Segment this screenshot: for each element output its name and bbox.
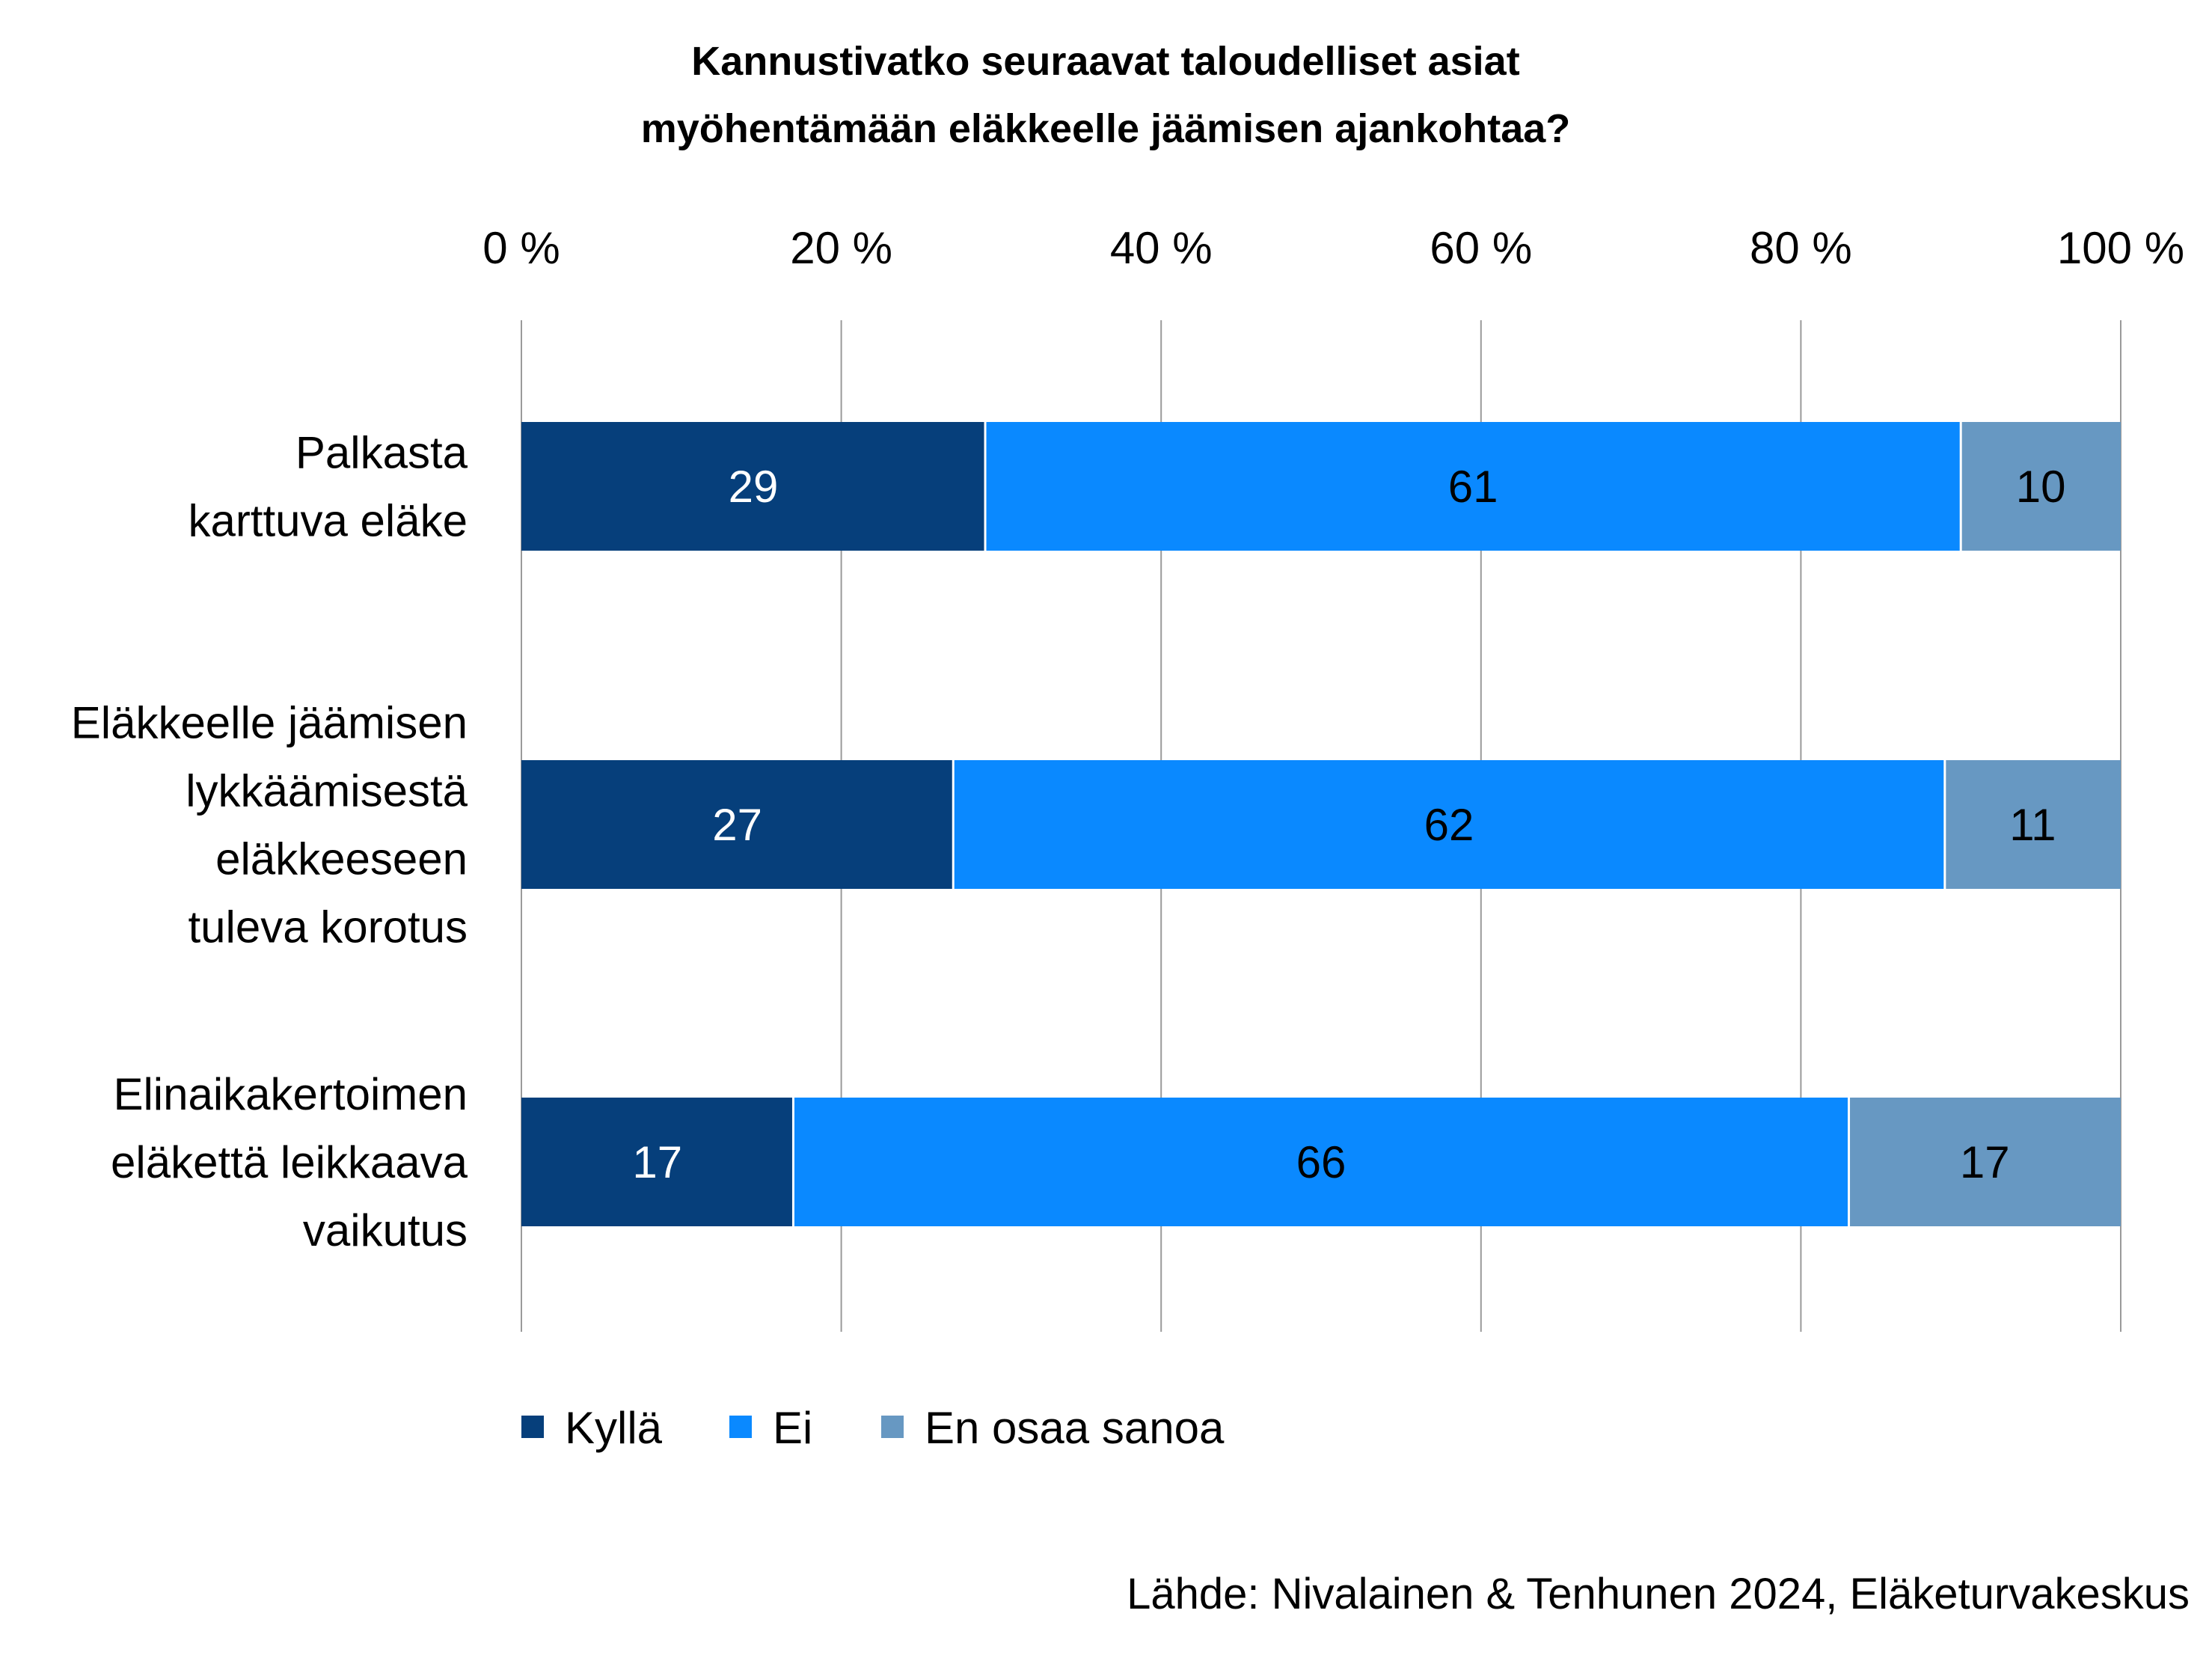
data-label: 62 bbox=[1424, 800, 1474, 850]
legend-label: Kyllä bbox=[565, 1403, 663, 1453]
category-label: karttuva eläke bbox=[188, 496, 468, 546]
category-label: vaikutus bbox=[303, 1205, 468, 1255]
bar-segment bbox=[986, 422, 1960, 551]
chart-title: Kannustivatko seuraavat taloudelliset as… bbox=[641, 39, 1571, 151]
bars: 29 61 10 27 62 11 17 66 17 bbox=[521, 422, 2121, 1226]
bar-segment bbox=[1946, 760, 2121, 889]
bar-segment bbox=[521, 1098, 792, 1226]
bar-segment bbox=[521, 760, 952, 889]
bar-segment bbox=[794, 1098, 1848, 1226]
data-label: 61 bbox=[1448, 462, 1498, 512]
legend-swatch bbox=[881, 1416, 904, 1438]
x-tick-label: 80 % bbox=[1750, 223, 1852, 273]
category-label: eläkettä leikkaava bbox=[111, 1137, 468, 1187]
bar-segment bbox=[1850, 1098, 2121, 1226]
category-label: Palkasta bbox=[295, 428, 468, 478]
legend-swatch bbox=[729, 1416, 752, 1438]
bar-segment bbox=[954, 760, 1944, 889]
data-label: 17 bbox=[632, 1137, 682, 1187]
category-label: lykkäämisestä bbox=[186, 766, 468, 816]
legend-swatch bbox=[521, 1416, 544, 1438]
x-tick-label: 100 % bbox=[2057, 223, 2184, 273]
legend-label: Ei bbox=[773, 1403, 812, 1453]
bar-segment bbox=[1961, 422, 2121, 551]
x-tick-label: 20 % bbox=[790, 223, 892, 273]
data-label: 11 bbox=[2009, 800, 2056, 850]
source-note: Lähde: Nivalainen & Tenhunen 2024, Eläke… bbox=[1127, 1570, 2190, 1618]
x-tick-label: 40 % bbox=[1110, 223, 1213, 273]
chart-title-line-1: Kannustivatko seuraavat taloudelliset as… bbox=[691, 39, 1519, 84]
data-label: 17 bbox=[1960, 1137, 2010, 1187]
legend-label: En osaa sanoa bbox=[925, 1403, 1225, 1453]
data-label: 66 bbox=[1296, 1137, 1346, 1187]
x-tick-label: 0 % bbox=[482, 223, 560, 273]
chart-title-line-2: myöhentämään eläkkeelle jäämisen ajankoh… bbox=[641, 106, 1571, 151]
category-labels: Palkasta karttuva eläke Eläkkeelle jäämise… bbox=[71, 428, 468, 1256]
bar-segment bbox=[521, 422, 984, 551]
category-label: eläkkeeseen bbox=[215, 834, 468, 884]
category-label: Eläkkeelle jäämisen bbox=[71, 698, 468, 748]
x-tick-label: 60 % bbox=[1430, 223, 1532, 273]
x-axis-tick-labels: 0 % 20 % 40 % 60 % 80 % 100 % bbox=[482, 223, 2184, 273]
data-label: 10 bbox=[2016, 462, 2066, 512]
data-label: 27 bbox=[712, 800, 762, 850]
data-label: 29 bbox=[729, 462, 779, 512]
legend: Kyllä Ei En osaa sanoa bbox=[521, 1403, 1225, 1453]
category-label: tuleva korotus bbox=[188, 902, 468, 952]
category-label: Elinaikakertoimen bbox=[113, 1069, 468, 1119]
